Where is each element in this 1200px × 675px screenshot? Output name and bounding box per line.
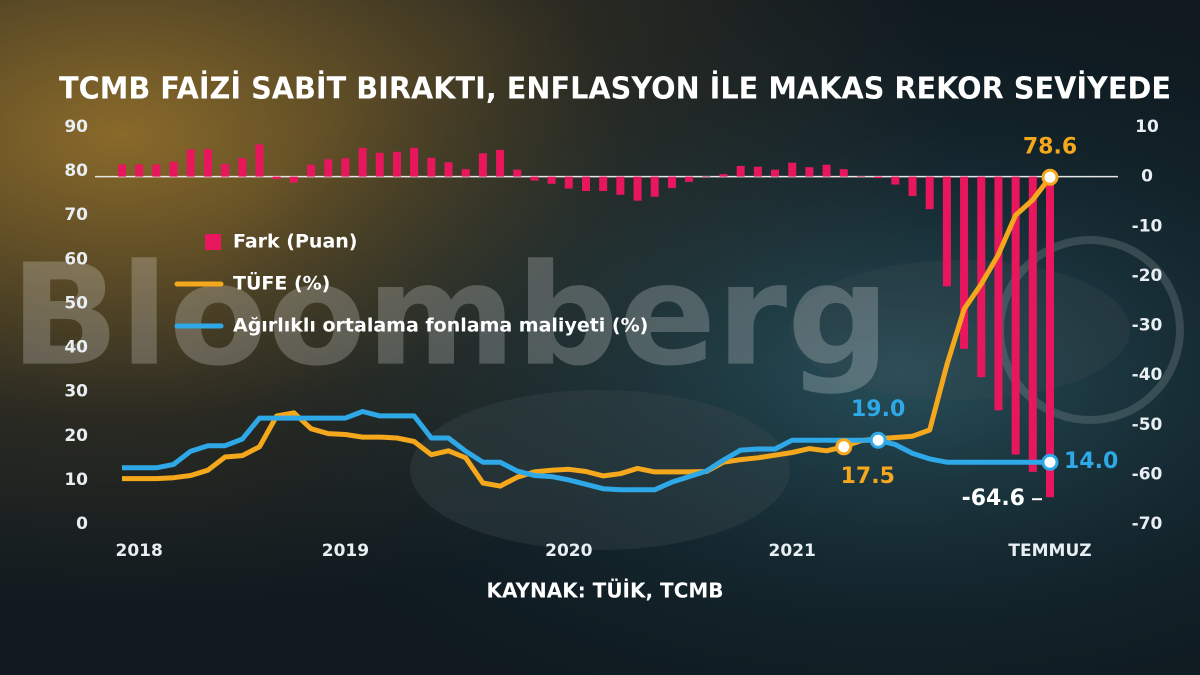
bar — [977, 176, 986, 378]
y-tick-label: 60 — [64, 249, 88, 269]
bar — [392, 151, 401, 177]
bar — [1011, 176, 1020, 455]
bar — [805, 167, 814, 177]
bar — [324, 159, 333, 177]
bar — [186, 149, 195, 177]
y2-tick-label: -60 — [1132, 464, 1163, 484]
bar — [633, 176, 642, 201]
value-label: 17.5 — [841, 464, 895, 489]
y2-tick-label: -50 — [1132, 415, 1163, 435]
bar — [307, 164, 316, 177]
bar — [341, 158, 350, 177]
y-tick-label: 80 — [64, 161, 88, 181]
bar — [358, 147, 367, 177]
y-tick-label: 30 — [64, 382, 88, 402]
y2-tick-label: -40 — [1132, 365, 1163, 385]
bar — [650, 176, 659, 197]
y2-tick-label: 0 — [1141, 167, 1153, 187]
bar — [547, 176, 556, 184]
y-tick-label: 20 — [64, 426, 88, 446]
legend-label: Ağırlıklı ortalama fonlama maliyeti (%) — [233, 315, 648, 337]
x-tick-label: 2020 — [545, 541, 592, 561]
point-marker — [1041, 168, 1059, 186]
bar — [925, 176, 934, 210]
y2-tick-label: -30 — [1132, 316, 1163, 336]
y-tick-label: 90 — [64, 117, 88, 137]
source: KAYNAK: TÜİK, TCMB — [486, 579, 723, 603]
legend-label: TÜFE (%) — [233, 271, 330, 295]
value-label: 14.0 — [1064, 449, 1118, 474]
y2-tick-label: -10 — [1132, 216, 1163, 236]
legend-label: Fark (Puan) — [233, 231, 357, 253]
y-tick-label: 10 — [64, 470, 88, 490]
bar — [960, 176, 969, 349]
bar — [839, 169, 848, 177]
bar — [461, 169, 470, 177]
bar — [152, 164, 161, 177]
bar — [375, 152, 384, 177]
point-marker — [869, 431, 887, 449]
y-tick-label: 40 — [64, 338, 88, 358]
bar — [272, 176, 281, 180]
bar — [203, 149, 212, 177]
bar — [478, 153, 487, 177]
y2-tick-label: 10 — [1135, 117, 1159, 137]
bar — [788, 162, 797, 177]
watermark: Bloomberg — [10, 235, 890, 398]
y2-tick-label: -20 — [1132, 266, 1163, 286]
value-label: 19.0 — [851, 397, 905, 422]
bar — [1028, 176, 1037, 472]
point-marker — [1041, 453, 1059, 471]
y-tick-label: 50 — [64, 293, 88, 313]
line — [122, 409, 1050, 493]
bar — [667, 176, 676, 189]
bar — [753, 166, 762, 177]
bar — [891, 176, 900, 185]
y-tick-label: 0 — [76, 514, 88, 534]
bar — [255, 144, 264, 177]
bar — [582, 176, 590, 192]
chart-title: TCMB FAİZİ SABİT BIRAKTI, ENFLASYON İLE … — [59, 71, 1171, 107]
legend-swatch — [205, 234, 221, 250]
bar — [410, 147, 419, 177]
point-marker — [835, 438, 853, 456]
bar — [496, 149, 505, 177]
bar — [942, 176, 951, 287]
bar — [822, 164, 831, 177]
bar — [513, 169, 522, 177]
bar — [118, 164, 126, 177]
value-label: -64.6 — [962, 486, 1025, 511]
bar — [719, 174, 728, 177]
bar — [908, 176, 917, 196]
y-tick-label: 70 — [64, 205, 88, 225]
bar — [427, 157, 436, 177]
bar — [221, 163, 230, 177]
bar — [238, 158, 247, 177]
x-tick-label: 2021 — [769, 541, 816, 561]
bar — [616, 176, 625, 195]
bar — [530, 176, 539, 181]
bar — [169, 161, 178, 177]
bar — [874, 176, 883, 179]
value-label: 78.6 — [1023, 134, 1077, 159]
x-tick-label: TEMMUZ — [1008, 541, 1091, 561]
bar — [736, 165, 745, 177]
bar — [685, 176, 694, 182]
bar — [771, 169, 780, 177]
bar — [135, 164, 144, 177]
bar — [289, 176, 298, 183]
bar — [444, 162, 453, 177]
y2-tick-label: -70 — [1132, 514, 1163, 534]
bar — [1046, 176, 1054, 498]
x-tick-label: 2018 — [116, 541, 163, 561]
bar — [994, 176, 1003, 411]
x-tick-label: 2019 — [322, 541, 369, 561]
bar — [564, 176, 573, 189]
coin-decoration — [410, 390, 790, 550]
bar — [599, 176, 608, 192]
